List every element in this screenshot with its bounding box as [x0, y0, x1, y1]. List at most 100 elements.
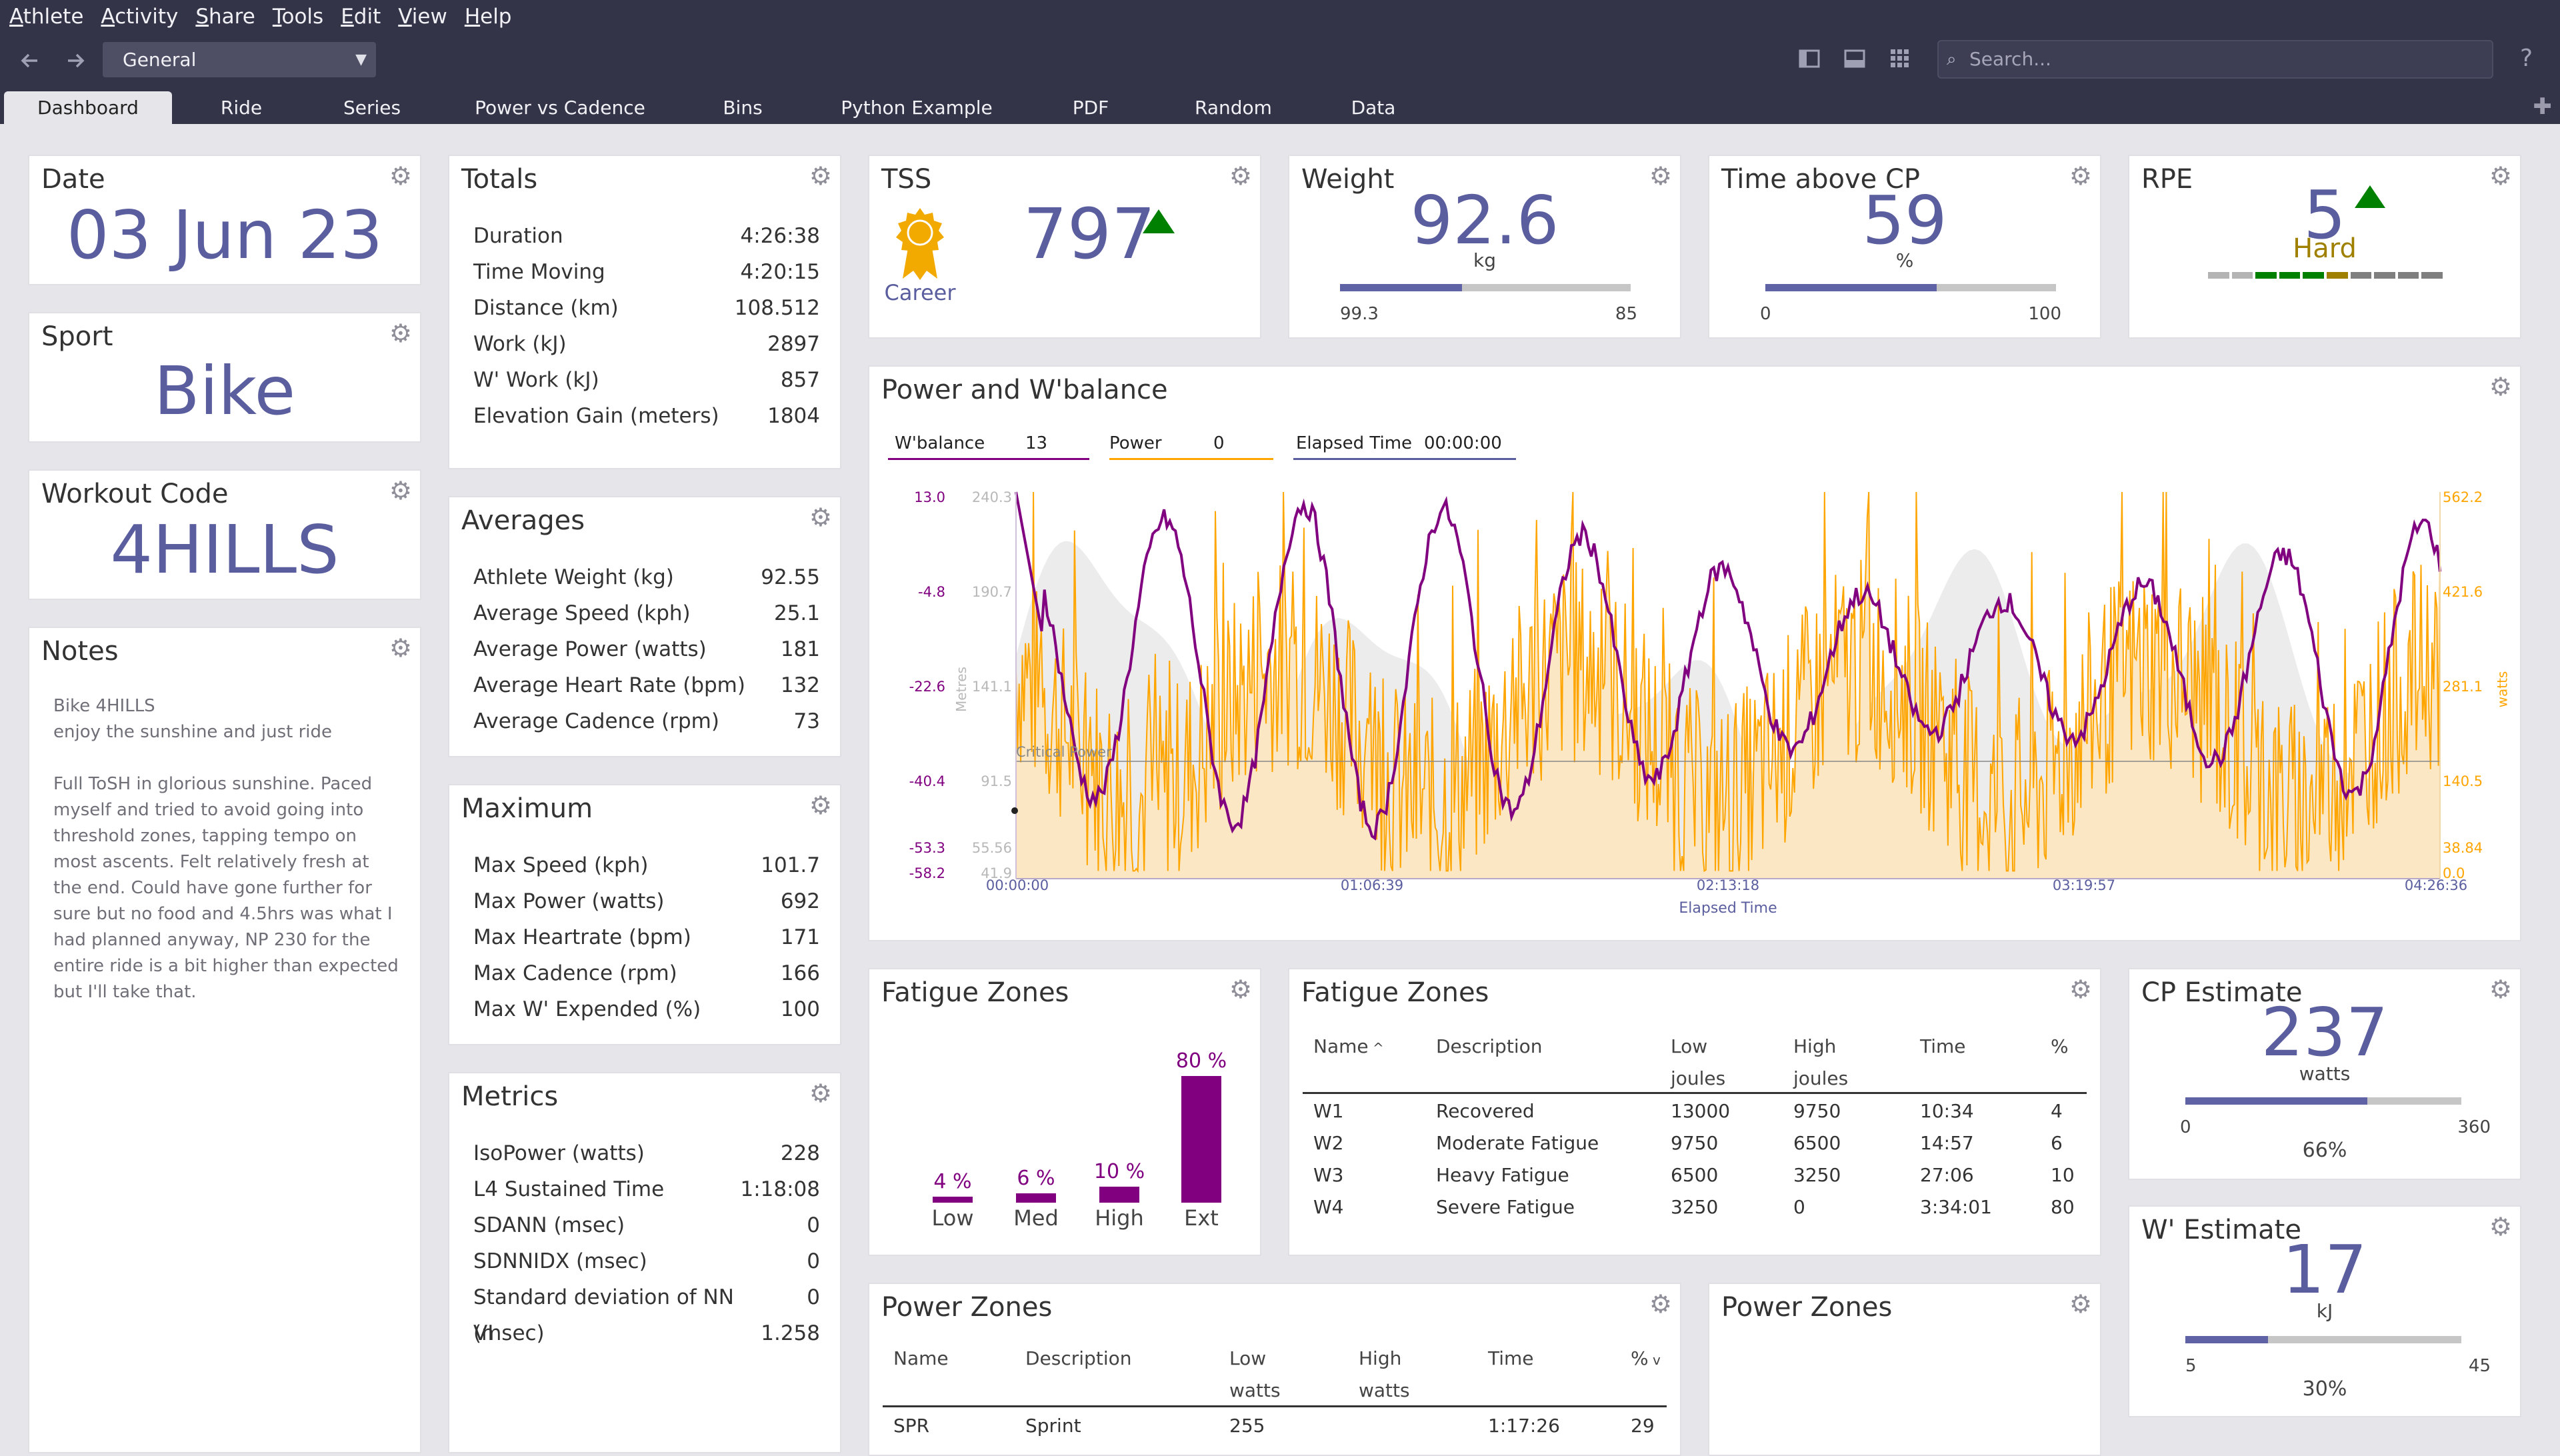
metric-value: 171 [780, 925, 820, 949]
tab-pdf[interactable]: PDF [1072, 97, 1109, 119]
legend-wbalance[interactable]: W'balance 13 [888, 429, 1089, 460]
column-header-low-joules[interactable]: Low joules [1671, 1035, 1726, 1089]
sidebar-toggle-icon[interactable] [1799, 48, 1820, 69]
tab-series[interactable]: Series [343, 97, 401, 119]
view-select[interactable]: General ▼ [103, 42, 376, 77]
tile-title: RPE [2141, 164, 2193, 195]
bottom-panel-icon[interactable] [1844, 48, 1865, 69]
gear-icon[interactable]: ⚙ [2489, 975, 2512, 1004]
help-icon[interactable]: ? [2520, 45, 2533, 72]
arrow-left-icon[interactable] [17, 48, 43, 73]
rpe-label: Hard [2293, 233, 2357, 264]
y-tick-altitude: 91.5 [981, 773, 1012, 789]
rpe-scale-step [2374, 272, 2395, 279]
tab-dashboard[interactable]: Dashboard [4, 91, 172, 124]
notes-text[interactable]: Bike 4HILLS enjoy the sunshine and just … [53, 696, 399, 1002]
column-header-name[interactable]: Name [893, 1347, 949, 1369]
metric-label: W' Work (kJ) [473, 368, 599, 392]
y-tick-wbal: 13.0 [914, 489, 945, 505]
menu-edit[interactable]: Edit [341, 5, 381, 29]
table-cell: SPR [893, 1415, 930, 1437]
y-tick-altitude: 41.9 [981, 865, 1012, 881]
view-select-value: General [123, 49, 197, 71]
arrow-right-icon[interactable] [63, 48, 88, 73]
chevron-down-icon: v [1648, 1352, 1661, 1368]
metric-value: 0 [807, 1249, 820, 1273]
gear-icon[interactable]: ⚙ [2069, 161, 2092, 191]
gear-icon[interactable]: ⚙ [809, 503, 832, 532]
add-tab-icon[interactable]: ✚ [2533, 93, 2553, 120]
column-header-percent[interactable]: % [2051, 1035, 2069, 1057]
menu-share[interactable]: Share [195, 5, 255, 29]
gear-icon[interactable]: ⚙ [2069, 1289, 2092, 1319]
y-tick-altitude: 141.1 [971, 679, 1012, 695]
column-header-percent[interactable]: % v [1631, 1343, 1661, 1376]
metric-label: Elevation Gain (meters) [473, 404, 719, 428]
table-cell: Recovered [1436, 1100, 1535, 1122]
ride-chart-plot[interactable] [869, 367, 2520, 940]
gear-icon[interactable]: ⚙ [389, 319, 412, 348]
averages-tile: Averages ⚙ Athlete Weight (kg) 92.55 Aver… [448, 496, 841, 757]
gear-icon[interactable]: ⚙ [2489, 1212, 2512, 1241]
metric-label: Time Moving [473, 260, 605, 284]
gear-icon[interactable]: ⚙ [809, 791, 832, 820]
y-axis-label-power: watts [2494, 671, 2511, 708]
table-cell: W1 [1313, 1100, 1344, 1122]
column-header-name[interactable]: Name ^ [1313, 1031, 1384, 1064]
column-header-description[interactable]: Description [1025, 1347, 1132, 1369]
tiles-grid-icon[interactable] [1889, 48, 1911, 69]
date-tile: Date ⚙ 03 Jun 23 [28, 155, 421, 285]
gear-icon[interactable]: ⚙ [2489, 161, 2512, 191]
fatigue-zone-bar [1099, 1187, 1139, 1203]
tab-data[interactable]: Data [1351, 97, 1396, 119]
column-header-description[interactable]: Description [1436, 1035, 1543, 1057]
maximum-tile: Maximum ⚙ Max Speed (kph) 101.7 Max Power… [448, 784, 841, 1045]
table-cell: 27:06 [1920, 1164, 1974, 1186]
gear-icon[interactable]: ⚙ [809, 161, 832, 191]
column-header-high-joules[interactable]: High joules [1793, 1035, 1849, 1089]
menu-activity[interactable]: Activity [101, 5, 179, 29]
tile-title: Totals [461, 164, 538, 195]
tab-ride[interactable]: Ride [220, 97, 263, 119]
gear-icon[interactable]: ⚙ [1649, 161, 1672, 191]
column-header-high-watts[interactable]: High watts [1359, 1347, 1410, 1401]
menu-view[interactable]: View [398, 5, 447, 29]
gear-icon[interactable]: ⚙ [809, 1079, 832, 1108]
gear-icon[interactable]: ⚙ [2069, 975, 2092, 1004]
legend-elapsed-time[interactable]: Elapsed Time 00:00:00 [1293, 429, 1516, 460]
table-cell: 6500 [1671, 1164, 1719, 1186]
search-input[interactable]: ⌕ Search... [1937, 40, 2493, 79]
column-header-label: Name [1313, 1035, 1369, 1057]
legend-value: 0 [1213, 433, 1225, 453]
menu-help[interactable]: Help [464, 5, 512, 29]
table-cell: 80 [2051, 1196, 2075, 1218]
gear-icon[interactable]: ⚙ [1229, 161, 1252, 191]
x-tick: 04:26:36 [2404, 877, 2468, 893]
tab-python-example[interactable]: Python Example [841, 97, 993, 119]
tab-random[interactable]: Random [1195, 97, 1272, 119]
gear-icon[interactable]: ⚙ [389, 633, 412, 663]
weight-min: 99.3 [1340, 304, 1379, 324]
gear-icon[interactable]: ⚙ [1649, 1289, 1672, 1319]
metric-value: 166 [780, 961, 820, 985]
column-header-time[interactable]: Time [1488, 1347, 1534, 1369]
metric-row: Max Heartrate (bpm) 171 [473, 919, 820, 955]
gear-icon[interactable]: ⚙ [2489, 372, 2512, 401]
gear-icon[interactable]: ⚙ [389, 161, 412, 191]
weight-value: 92.6 [1410, 181, 1559, 259]
tile-title: Power Zones [881, 1292, 1053, 1323]
column-header-low-watts[interactable]: Low watts [1229, 1347, 1281, 1401]
column-header-time[interactable]: Time [1920, 1035, 1966, 1057]
gear-icon[interactable]: ⚙ [1229, 975, 1252, 1004]
time-above-cp-tile: Time above CP ⚙ 59 % 0 100 [1708, 155, 2101, 339]
legend-power[interactable]: Power 0 [1109, 429, 1273, 460]
tab-bins[interactable]: Bins [723, 97, 763, 119]
tab-power-vs-cadence[interactable]: Power vs Cadence [475, 97, 645, 119]
y-tick-power: 562.2 [2443, 489, 2483, 505]
up-triangle-icon [2355, 185, 2385, 208]
fatigue-zone-bar [1016, 1193, 1056, 1203]
menu-athlete[interactable]: Athlete [9, 5, 84, 29]
menu-tools[interactable]: Tools [272, 5, 324, 29]
gear-icon[interactable]: ⚙ [389, 476, 412, 505]
fatigue-zones-chart-tile: Fatigue Zones ⚙ 4 % Low 6 % Med 10 % High 80 %… [868, 968, 1261, 1256]
